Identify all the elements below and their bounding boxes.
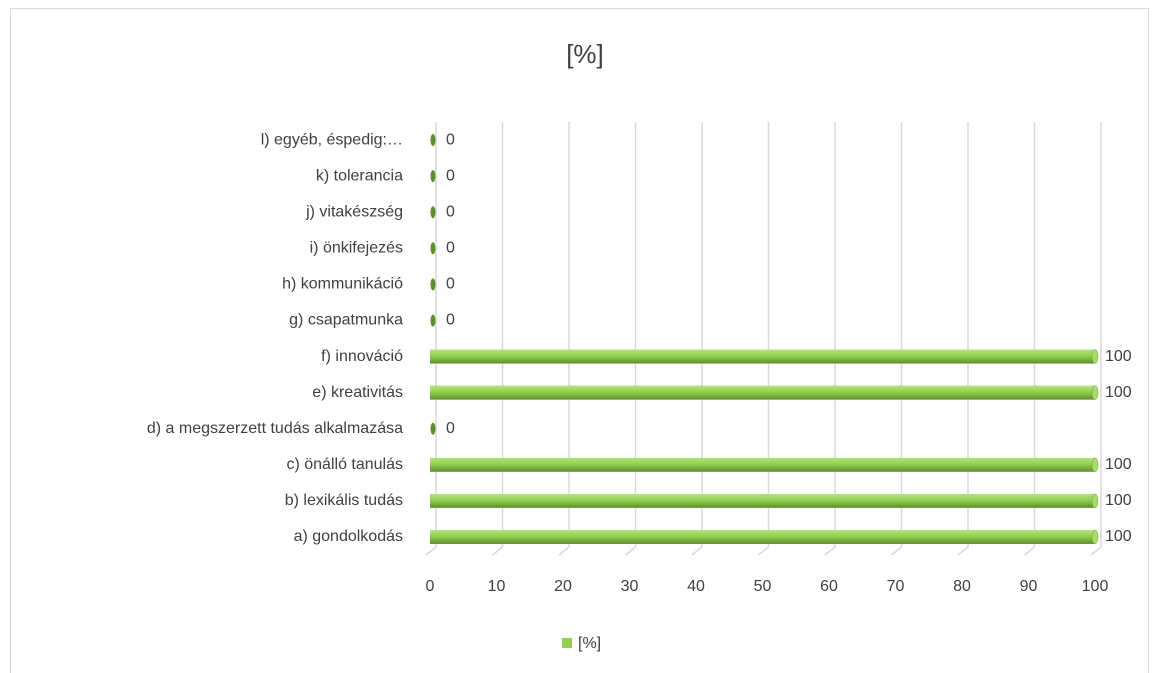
data-label: 100 bbox=[1105, 456, 1132, 473]
bar-cap bbox=[1091, 457, 1099, 473]
x-tick-label: 60 bbox=[820, 578, 838, 595]
y-tick-label: a) gondolkodás bbox=[294, 528, 403, 545]
data-label: 100 bbox=[1105, 492, 1132, 509]
data-label: 0 bbox=[446, 420, 455, 437]
floor-tick bbox=[891, 546, 902, 556]
bar bbox=[430, 170, 436, 183]
bar-cap bbox=[1091, 529, 1099, 545]
chart-title: [%] bbox=[566, 39, 604, 69]
floor-tick bbox=[758, 546, 769, 556]
bar bbox=[430, 422, 436, 435]
y-tick-label: g) csapatmunka bbox=[289, 312, 403, 329]
bar bbox=[430, 385, 1095, 400]
data-label: 100 bbox=[1105, 528, 1132, 545]
data-label: 0 bbox=[446, 312, 455, 329]
floor-tick bbox=[492, 546, 503, 556]
y-tick-label: l) egyéb, éspedig:… bbox=[261, 131, 403, 148]
x-tick-label: 40 bbox=[687, 578, 705, 595]
x-tick-label: 10 bbox=[488, 578, 506, 595]
floor-tick bbox=[625, 546, 636, 556]
x-tick-label: 30 bbox=[621, 578, 639, 595]
data-label: 100 bbox=[1105, 348, 1132, 365]
chart-border bbox=[10, 8, 1149, 673]
legend-swatch bbox=[562, 638, 572, 648]
floor-tick bbox=[558, 546, 570, 556]
x-tick-label: 0 bbox=[426, 578, 435, 595]
y-tick-label: c) önálló tanulás bbox=[286, 456, 403, 473]
floor-tick bbox=[957, 546, 969, 556]
y-tick-label: k) tolerancia bbox=[316, 167, 403, 184]
data-label: 0 bbox=[446, 203, 455, 220]
data-label: 0 bbox=[446, 276, 455, 293]
floor-tick bbox=[1024, 546, 1035, 556]
bar bbox=[430, 493, 1095, 508]
x-tick-label: 90 bbox=[1020, 578, 1038, 595]
bar-cap bbox=[1091, 493, 1099, 509]
bar bbox=[430, 134, 436, 147]
y-tick-label: h) kommunikáció bbox=[282, 276, 403, 293]
data-label: 100 bbox=[1105, 384, 1132, 401]
floor-tick bbox=[425, 546, 437, 556]
bar bbox=[430, 278, 436, 291]
y-tick-label: f) innováció bbox=[321, 348, 403, 365]
data-label: 0 bbox=[446, 131, 455, 148]
bar bbox=[430, 529, 1095, 544]
y-tick-label: e) kreativitás bbox=[312, 384, 403, 401]
data-label: 0 bbox=[446, 167, 455, 184]
floor-tick bbox=[1090, 546, 1102, 556]
x-tick-label: 100 bbox=[1082, 578, 1109, 595]
x-tick-label: 20 bbox=[554, 578, 572, 595]
legend-label: [%] bbox=[578, 635, 601, 652]
x-tick-label: 80 bbox=[953, 578, 971, 595]
floor-tick bbox=[824, 546, 836, 556]
bar-cap bbox=[1091, 385, 1099, 400]
y-tick-label: i) önkifejezés bbox=[310, 240, 403, 257]
x-tick-label: 50 bbox=[754, 578, 772, 595]
bar-cap bbox=[1091, 349, 1099, 364]
y-tick-label: b) lexikális tudás bbox=[285, 492, 403, 509]
bar bbox=[430, 242, 436, 255]
bar bbox=[430, 457, 1095, 472]
x-tick-label: 70 bbox=[887, 578, 905, 595]
y-tick-label: j) vitakészség bbox=[305, 203, 403, 220]
bar bbox=[430, 206, 436, 219]
data-label: 0 bbox=[446, 240, 455, 257]
floor-tick bbox=[691, 546, 703, 556]
bar bbox=[430, 349, 1095, 364]
bar bbox=[430, 314, 436, 327]
y-tick-label: d) a megszerzett tudás alkalmazása bbox=[147, 420, 403, 437]
